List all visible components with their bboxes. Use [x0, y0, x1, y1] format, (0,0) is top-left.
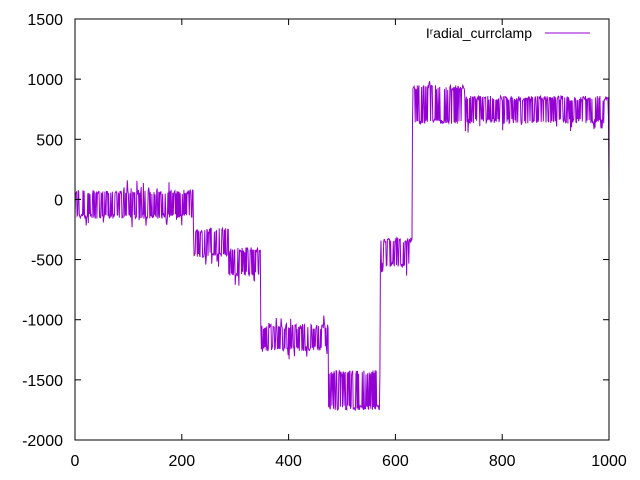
y-tick-label: -2000: [22, 433, 63, 450]
legend-label: Iʳadial_currclamp: [426, 25, 532, 41]
y-tick-label: 1000: [27, 72, 63, 89]
x-tick-label: 800: [489, 453, 516, 470]
y-tick-label: -500: [31, 253, 63, 270]
x-tick-label: 600: [382, 453, 409, 470]
y-tick-label: 0: [54, 192, 63, 209]
data-series-line: [74, 81, 610, 412]
plot-frame: [74, 18, 610, 441]
y-tick-label: 500: [36, 132, 63, 149]
x-tick-label: 1000: [591, 453, 627, 470]
legend: Iʳadial_currclamp: [426, 25, 590, 41]
x-tick-label: 400: [275, 453, 302, 470]
x-tick-label: 0: [71, 453, 80, 470]
y-tick-label: 1500: [27, 12, 63, 29]
x-tick-label: 200: [168, 453, 195, 470]
x-axis: 0 200 400 600 800 1000: [71, 19, 627, 470]
y-tick-label: -1500: [22, 373, 63, 390]
y-axis: 1500 1000 500 0 -500 -1000 -1500 -2000: [22, 12, 609, 450]
y-tick-label: -1000: [22, 313, 63, 330]
series-line: [74, 81, 610, 412]
